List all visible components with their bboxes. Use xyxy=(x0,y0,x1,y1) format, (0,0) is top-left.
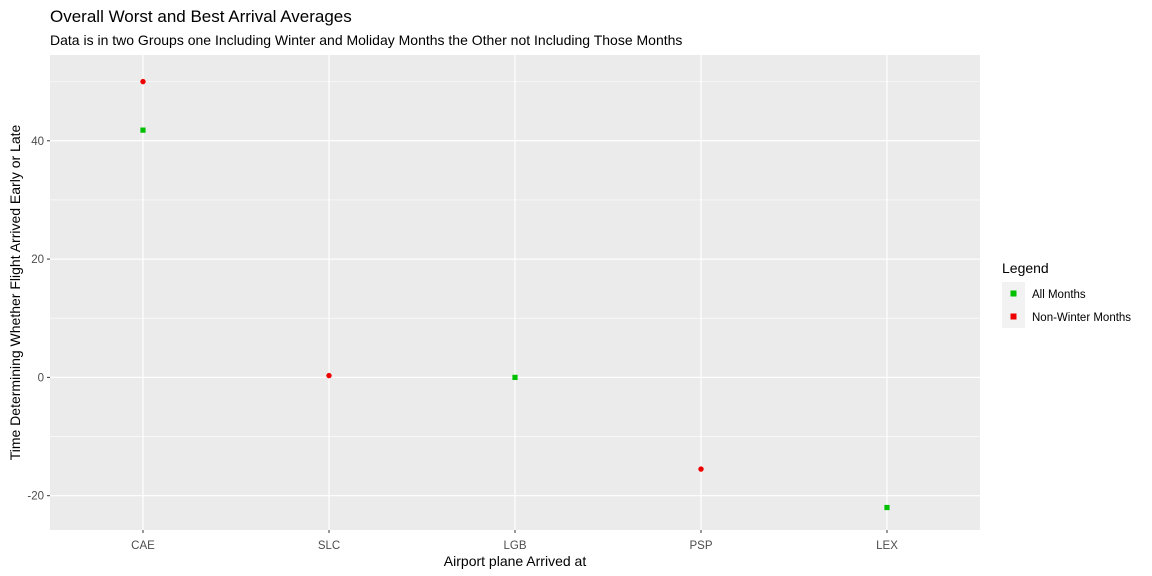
legend-label-all-months: All Months xyxy=(1032,289,1086,301)
point-all-months-lex xyxy=(884,504,890,511)
y-tick-label: -20 xyxy=(27,491,44,503)
legend-label-non-winter-months: Non-Winter Months xyxy=(1032,312,1131,324)
y-tick-label: 40 xyxy=(31,136,44,148)
legend: Legend All Months Non-Winter Months xyxy=(1002,260,1131,328)
legend-key-non-winter-months xyxy=(1010,313,1017,320)
point-non-winter-months-psp xyxy=(698,466,704,472)
point-all-months-cae xyxy=(140,127,146,133)
y-tick-label: 20 xyxy=(31,254,44,266)
grid xyxy=(50,55,980,530)
y-tick-label: 0 xyxy=(38,372,44,384)
chart-title: Overall Worst and Best Arrival Averages xyxy=(50,7,352,26)
x-tick-label-lgb: LGB xyxy=(503,540,526,552)
x-tick-label-cae: CAE xyxy=(131,540,155,552)
y-axis-title: Time Determining Whether Flight Arrived … xyxy=(7,124,23,460)
data-points xyxy=(140,78,890,511)
point-all-months-lgb xyxy=(512,374,518,380)
legend-key-all-months xyxy=(1010,290,1017,297)
x-tick-label-psp: PSP xyxy=(689,540,712,552)
legend-title: Legend xyxy=(1002,260,1049,276)
chart-subtitle: Data is in two Groups one Including Wint… xyxy=(50,32,682,48)
x-tick-label-slc: SLC xyxy=(318,540,340,552)
point-non-winter-months-slc xyxy=(326,372,332,379)
axis-ticks: -20 0 20 40 CAE SLC LGB PSP LEX xyxy=(27,136,898,552)
x-axis-title: Airport plane Arrived at xyxy=(444,553,587,569)
x-tick-label-lex: LEX xyxy=(876,540,898,552)
point-non-winter-months-cae xyxy=(140,78,146,85)
